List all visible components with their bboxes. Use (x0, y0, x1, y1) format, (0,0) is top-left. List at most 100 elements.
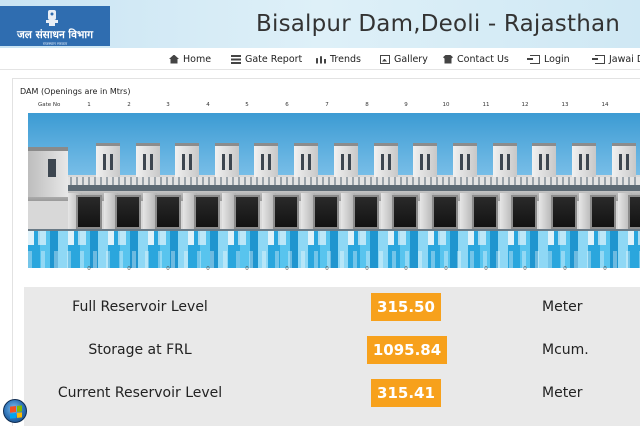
dam-pier (341, 193, 355, 233)
spillway-gate (551, 195, 577, 229)
stat-label: Current Reservoir Level (57, 385, 223, 401)
gate-hoist-tower (334, 143, 358, 177)
dam-pier (301, 193, 315, 233)
picture-icon (380, 54, 390, 64)
nav-home-label: Home (183, 53, 212, 65)
spillway-gate (472, 195, 498, 229)
gate-hoist-tower (413, 143, 437, 177)
department-name: जल संसाधन विभाग (17, 29, 93, 41)
spillway-gate (432, 195, 458, 229)
dam-illustration (28, 113, 640, 268)
spillway-gate (511, 195, 537, 229)
stat-row-full-reservoir-level: Full Reservoir Level 315.50 Meter (24, 287, 640, 327)
gate-hoist-tower (374, 143, 398, 177)
nav-trends[interactable]: Trends (316, 52, 361, 66)
dam-pier (262, 193, 276, 233)
gate-hoist-tower (493, 143, 517, 177)
spillway-gate (353, 195, 379, 229)
dam-pier (104, 193, 118, 233)
gate-opening-row: 0 0 0 0 0 0 0 0 0 0 0 0 0 0 (0, 266, 640, 272)
gate-opening-value: 0 (563, 266, 567, 272)
gate-opening-value: 0 (325, 266, 329, 272)
gate-opening-value: 0 (484, 266, 488, 272)
gate-number: 14 (601, 102, 609, 108)
spillway-gate (313, 195, 339, 229)
nav-login-label: Login (544, 53, 570, 65)
gate-number: 7 (325, 102, 329, 108)
gate-hoist-tower (572, 143, 596, 177)
site-title: Bisalpur Dam,Deoli - Rajasthan (256, 11, 621, 37)
gate-opening-value: 0 (127, 266, 131, 272)
national-emblem-icon (46, 10, 58, 26)
stat-unit: Meter (542, 299, 583, 315)
main-nav: Home Gate Report Trends Gallery Contact … (0, 48, 640, 70)
nav-login[interactable]: Login (527, 52, 570, 66)
spillway-gate (76, 195, 102, 229)
gate-number: 6 (285, 102, 289, 108)
login-icon (592, 54, 605, 64)
gate-hoist-tower (136, 143, 160, 177)
stat-row-storage-at-frl: Storage at FRL 1095.84 Mcum. (24, 330, 640, 370)
login-icon (527, 54, 540, 64)
dam-pier (183, 193, 197, 233)
spillway-gate (194, 195, 220, 229)
gate-hoist-tower (215, 143, 239, 177)
stat-value-badge: 315.41 (371, 379, 441, 407)
stat-unit: Meter (542, 385, 583, 401)
list-icon (231, 54, 241, 64)
nav-gate-report-label: Gate Report (245, 53, 303, 65)
home-icon (169, 54, 179, 64)
spillway-gate (590, 195, 616, 229)
dam-pier (579, 193, 593, 233)
gate-number: 11 (482, 102, 490, 108)
dam-pier (539, 193, 553, 233)
stat-value-badge: 315.50 (371, 293, 441, 321)
gate-hoist-tower (612, 143, 636, 177)
gate-number: 1 (87, 102, 91, 108)
spillway-gate (155, 195, 181, 229)
dam-deck (28, 185, 640, 191)
gate-opening-value: 0 (87, 266, 91, 272)
gate-opening-value: 0 (523, 266, 527, 272)
gate-number: 12 (521, 102, 529, 108)
nav-contact-us[interactable]: Contact Us (443, 52, 509, 66)
dam-pier (420, 193, 434, 233)
gate-opening-value: 0 (285, 266, 289, 272)
department-logo[interactable]: जल संसाधन विभाग राजस्थान सरकार (0, 6, 110, 46)
dam-pier (222, 193, 236, 233)
gate-opening-value: 0 (365, 266, 369, 272)
dam-section-title: DAM (Openings are in Mtrs) (20, 87, 131, 96)
phone-icon (443, 54, 453, 64)
dam-pier (143, 193, 157, 233)
nav-gate-report[interactable]: Gate Report (231, 52, 302, 66)
nav-jawai-dam-label: Jawai Da (609, 53, 640, 65)
department-subtext: राजस्थान सरकार (42, 41, 68, 46)
river-water (28, 231, 640, 268)
nav-contact-us-label: Contact Us (457, 53, 509, 65)
gate-hoist-tower (96, 143, 120, 177)
stat-label: Storage at FRL (88, 342, 192, 358)
gate-hoist-tower (254, 143, 278, 177)
gate-opening-value: 0 (603, 266, 607, 272)
gate-opening-value: 0 (245, 266, 249, 272)
start-button[interactable] (3, 399, 27, 423)
dam-pier (460, 193, 474, 233)
dam-parapet (28, 177, 640, 185)
gate-number: 4 (206, 102, 210, 108)
gate-number: 8 (365, 102, 369, 108)
gate-number: 3 (166, 102, 170, 108)
nav-trends-label: Trends (330, 53, 361, 65)
spillway-gate (628, 195, 640, 229)
gate-number: 10 (442, 102, 450, 108)
stat-row-current-reservoir-level: Current Reservoir Level 315.41 Meter (24, 373, 640, 413)
gate-hoist-tower (532, 143, 556, 177)
stat-value-badge: 1095.84 (367, 336, 447, 364)
nav-home[interactable]: Home (169, 52, 211, 66)
bar-chart-icon (316, 54, 326, 64)
nav-jawai-dam[interactable]: Jawai Da (592, 52, 640, 66)
nav-gallery[interactable]: Gallery (380, 52, 428, 66)
gate-opening-value: 0 (444, 266, 448, 272)
gate-hoist-tower (453, 143, 477, 177)
gate-hoist-tower (294, 143, 318, 177)
